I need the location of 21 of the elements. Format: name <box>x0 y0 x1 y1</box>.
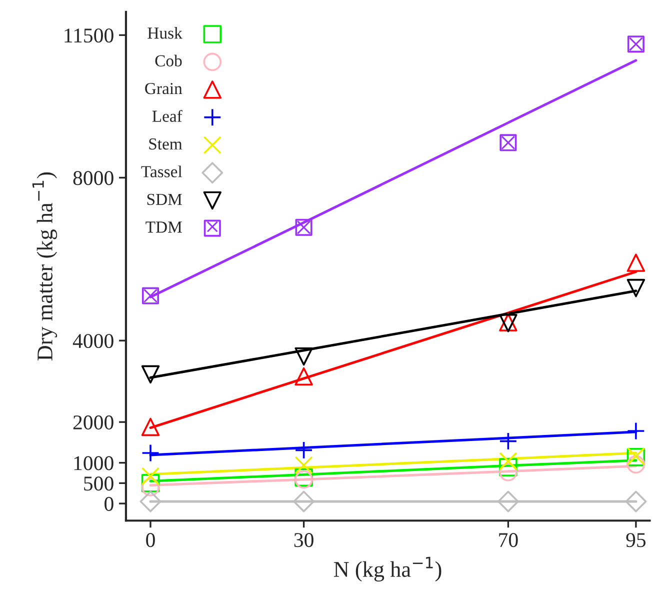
y-tick-label: 500 <box>84 476 114 491</box>
x-tick-label: 70 <box>499 533 518 548</box>
legend-label: Grain <box>145 82 182 94</box>
legend-label: TDM <box>146 222 182 233</box>
legend-label: Leaf <box>152 110 182 122</box>
y-tick-label: 11500 <box>64 28 114 43</box>
y-tick-label: 4000 <box>72 334 114 348</box>
y-tick-label: 1000 <box>74 456 114 470</box>
legend-label: Husk <box>148 27 182 39</box>
x-tick-label: 95 <box>626 533 646 548</box>
y-tick-label: 8000 <box>73 171 114 186</box>
legend-label: Cob <box>155 54 182 66</box>
y-axis-title: Dry matter (kg ha$^{−1}$) <box>32 172 58 361</box>
legend-label: Tassel <box>141 166 182 178</box>
x-tick-label: 30 <box>294 533 314 548</box>
legend-label: SDM <box>147 194 182 206</box>
y-tick-label: 2000 <box>73 415 114 430</box>
legend-label: Stem <box>149 138 182 150</box>
y-tick-label: 0 <box>104 496 114 511</box>
x-tick-label: 0 <box>146 533 155 548</box>
x-axis-title: N (kg ha$^{−1}$) <box>334 556 442 582</box>
